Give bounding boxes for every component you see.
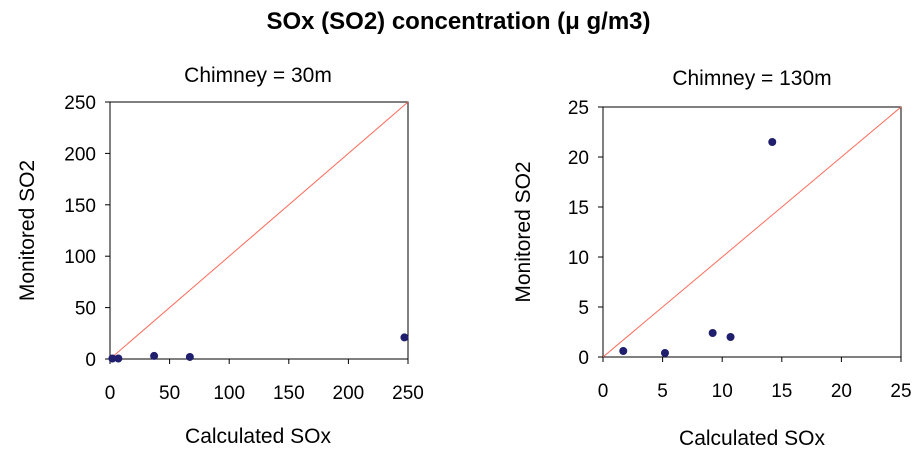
x-tick-label: 150	[273, 383, 305, 404]
x-tick-label: 0	[105, 383, 116, 404]
x-tick-label: 20	[831, 381, 852, 402]
y-tick-label: 20	[568, 148, 589, 169]
y-tick-label: 200	[64, 144, 96, 165]
scatter-chart-chimney-30m: Chimney = 30m Monitored SO2 Calculated S…	[16, 64, 424, 448]
x-tick-label: 200	[333, 383, 365, 404]
figure-title: SOx (SO2) concentration (μ g/m3)	[266, 8, 651, 35]
y-axis-label: Monitored SO2	[512, 161, 535, 302]
x-tick-label: 15	[771, 381, 792, 402]
reference-line-y-equals-x	[602, 106, 902, 358]
x-tick-label: 50	[159, 383, 180, 404]
y-tick-label: 250	[64, 93, 96, 114]
x-axis-label: Calculated SOx	[185, 425, 331, 448]
data-point	[660, 349, 669, 357]
x-axis-label: Calculated SOx	[679, 427, 825, 450]
chart-title: Chimney = 30m	[184, 64, 332, 87]
x-tick-label: 10	[712, 381, 733, 402]
data-point	[185, 352, 194, 361]
y-tick-label: 150	[64, 196, 96, 217]
y-tick-label: 25	[568, 98, 589, 119]
data-point	[150, 351, 159, 360]
data-point	[400, 333, 409, 342]
y-tick-label: 5	[578, 298, 589, 319]
y-tick-label: 0	[85, 350, 96, 371]
plot-frame	[109, 101, 409, 360]
data-point	[768, 138, 777, 146]
data-point	[708, 329, 717, 337]
scatter-chart-chimney-130m: Chimney = 130m Monitored SO2 Calculated …	[512, 67, 912, 450]
x-tick-label: 100	[213, 383, 245, 404]
data-point	[114, 354, 123, 363]
data-point	[726, 333, 735, 341]
data-point	[619, 347, 628, 355]
x-tick-label: 25	[890, 381, 911, 402]
chart-title: Chimney = 130m	[672, 67, 831, 90]
y-tick-label: 50	[75, 299, 96, 320]
y-tick-label: 10	[568, 248, 589, 269]
y-tick-label: 100	[64, 247, 96, 268]
plot-frame	[602, 106, 902, 358]
y-tick-label: 0	[578, 348, 589, 369]
x-tick-label: 5	[657, 381, 668, 402]
x-tick-label: 250	[392, 383, 424, 404]
reference-line-y-equals-x	[109, 101, 409, 360]
x-tick-label: 0	[598, 381, 609, 402]
y-axis-label: Monitored SO2	[16, 160, 39, 301]
y-tick-label: 15	[568, 198, 589, 219]
data-point	[108, 354, 117, 363]
